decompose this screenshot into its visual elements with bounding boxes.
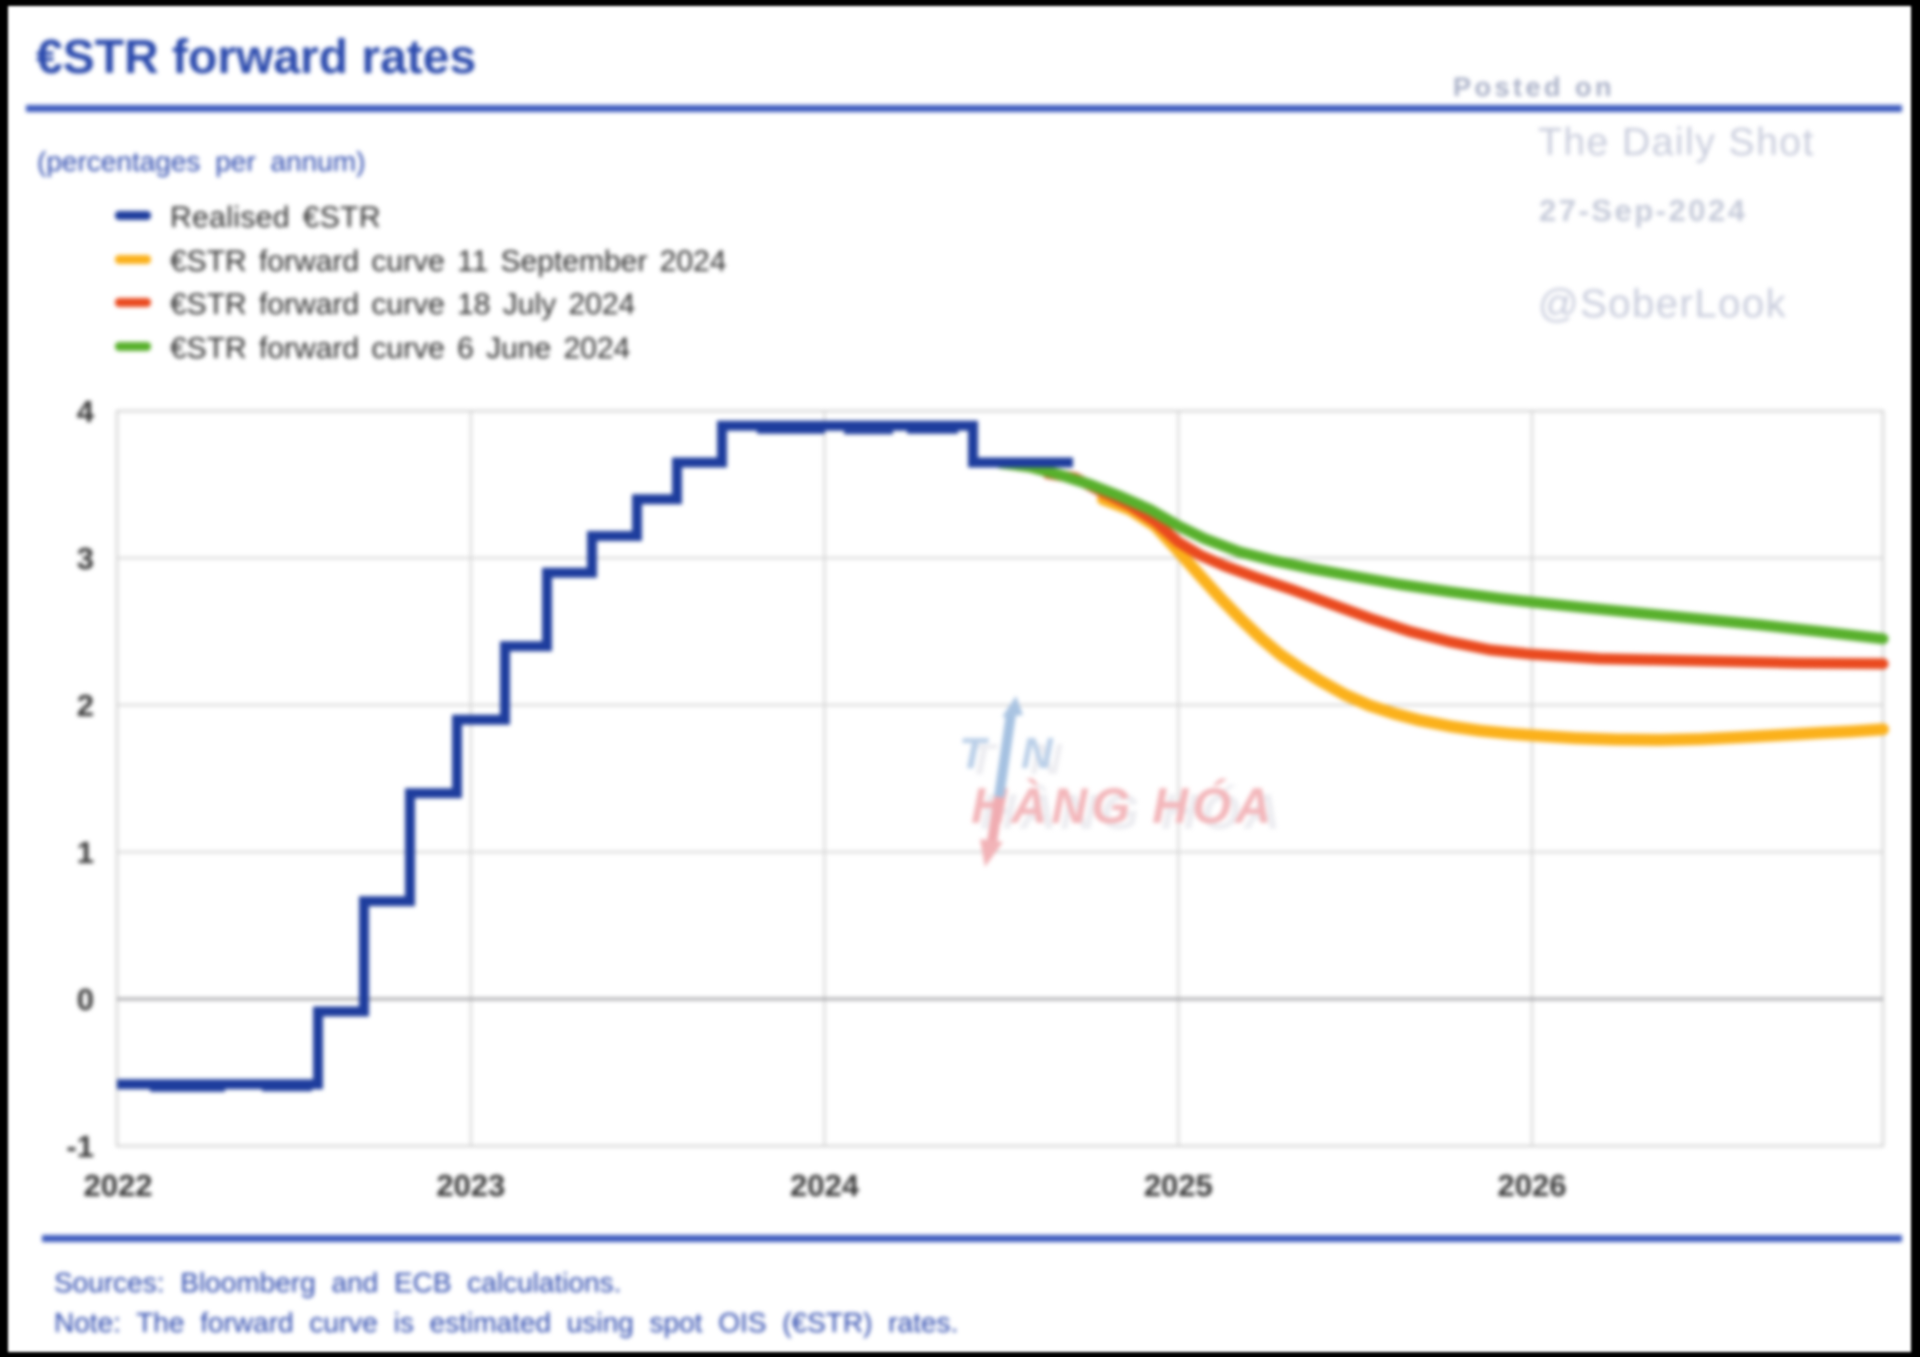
svg-text:1: 1 [77, 835, 94, 870]
svg-text:-1: -1 [66, 1129, 94, 1164]
svg-text:2023: 2023 [436, 1168, 505, 1203]
svg-text:2: 2 [77, 688, 94, 723]
svg-text:N: N [1021, 729, 1054, 778]
svg-text:4: 4 [77, 394, 95, 429]
svg-text:0: 0 [77, 982, 94, 1017]
svg-text:2022: 2022 [84, 1168, 153, 1203]
svg-text:2026: 2026 [1498, 1168, 1567, 1203]
svg-text:T: T [959, 729, 989, 778]
svg-text:T: T [968, 735, 998, 784]
svg-text:2024: 2024 [790, 1168, 860, 1203]
svg-text:N: N [1030, 735, 1063, 784]
svg-text:HÀNG HÓA: HÀNG HÓA [971, 778, 1275, 834]
svg-text:2025: 2025 [1144, 1168, 1213, 1203]
svg-text:HÀNG HÓA: HÀNG HÓA [980, 784, 1284, 840]
svg-text:3: 3 [77, 541, 94, 576]
